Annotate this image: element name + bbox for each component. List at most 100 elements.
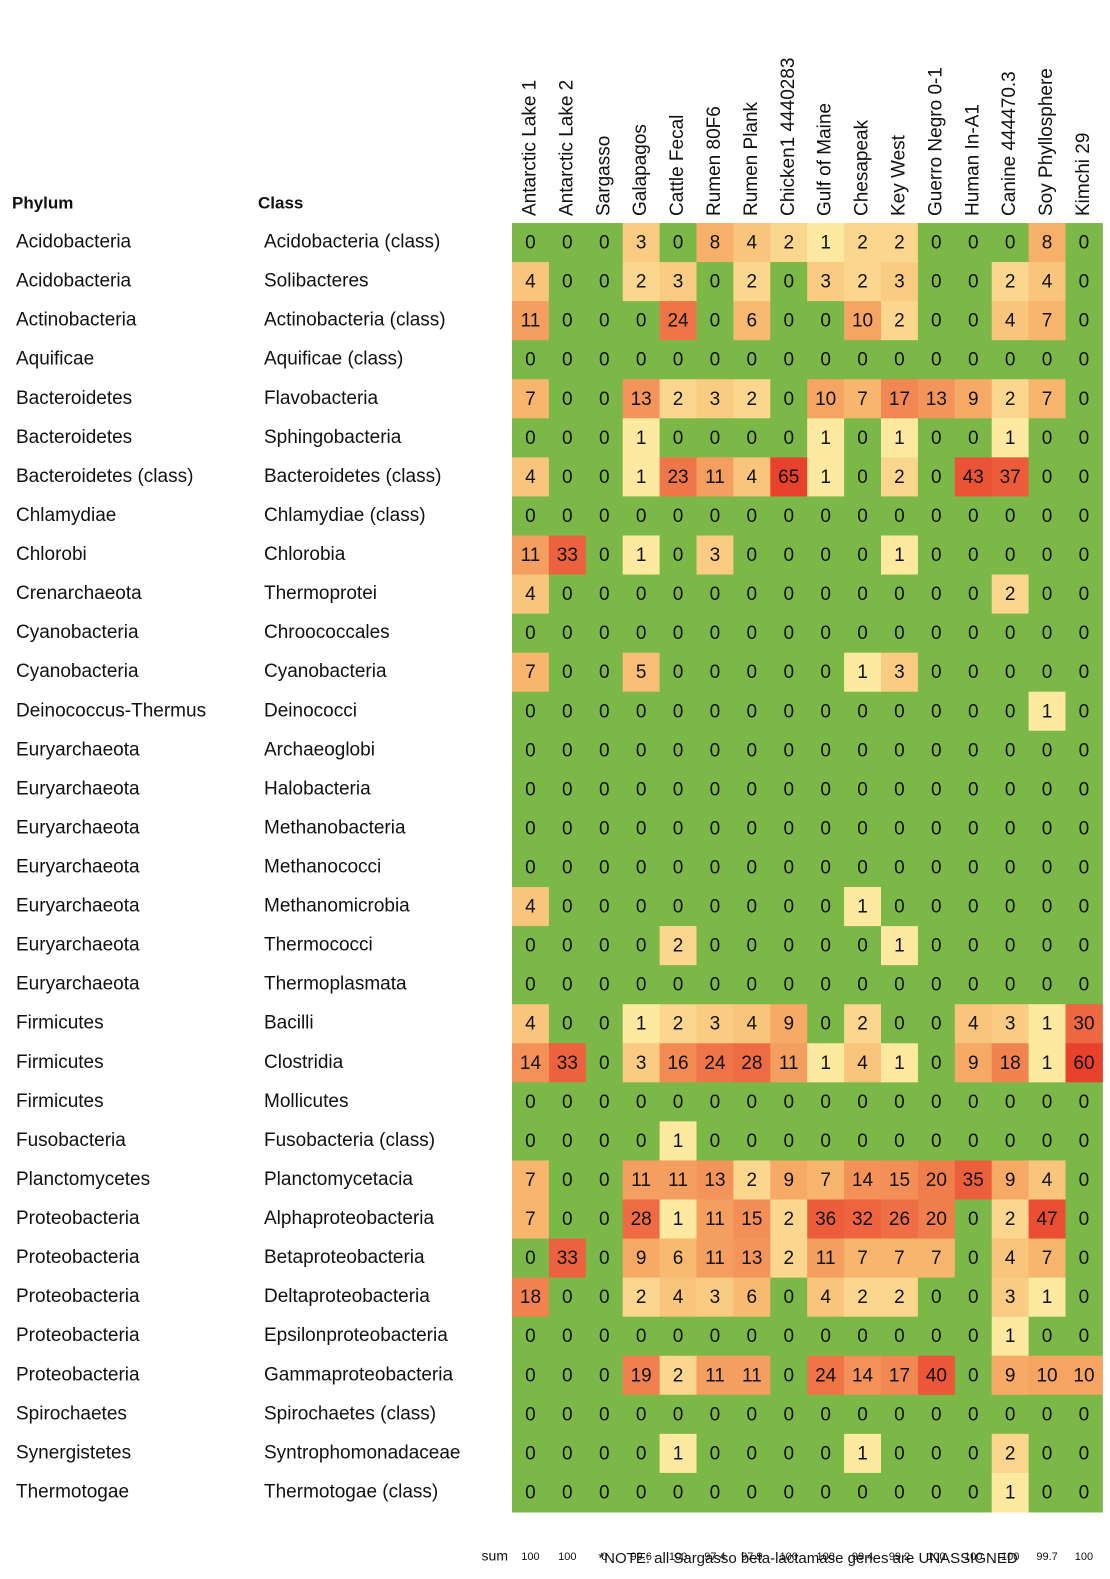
cell-value: 1 xyxy=(820,233,831,254)
cell-value: 0 xyxy=(562,1365,573,1386)
cell xyxy=(1028,1043,1066,1083)
cell-value: 3 xyxy=(894,662,905,683)
cell-value: 2 xyxy=(636,272,647,293)
cell xyxy=(696,1394,734,1435)
cell-value: 0 xyxy=(747,428,758,449)
cell xyxy=(622,652,661,693)
cell xyxy=(1065,301,1103,341)
cell xyxy=(844,1316,882,1357)
cell xyxy=(696,808,734,849)
cell xyxy=(548,1199,587,1240)
cell-value: 0 xyxy=(894,897,905,918)
cell-value: 0 xyxy=(1005,858,1016,879)
cell-value: 0 xyxy=(747,701,758,722)
cell xyxy=(733,613,771,654)
cell-value: 0 xyxy=(710,1404,721,1425)
cell-value: 0 xyxy=(1042,818,1053,839)
cell xyxy=(659,1472,697,1513)
cell-value: 17 xyxy=(889,1365,910,1386)
cell xyxy=(548,1004,587,1044)
cell-value: 0 xyxy=(931,233,942,254)
cell-value: 4 xyxy=(820,1287,831,1308)
cell-value: 3 xyxy=(1005,1014,1016,1035)
cell-value: 0 xyxy=(1079,272,1090,293)
cell xyxy=(844,457,882,497)
cell-value: 0 xyxy=(747,1131,758,1152)
cell-value: 0 xyxy=(636,740,647,761)
cell xyxy=(585,496,624,536)
cell xyxy=(512,418,550,458)
cell xyxy=(548,652,587,693)
cell-value: 3 xyxy=(1005,1287,1016,1308)
cell-value: 2 xyxy=(673,936,684,957)
cell xyxy=(917,535,956,576)
cell-value: 0 xyxy=(525,975,536,996)
cell xyxy=(548,613,587,654)
cell xyxy=(770,1472,808,1513)
cell-value: 1 xyxy=(673,1443,684,1464)
cell xyxy=(585,1043,624,1083)
cell-value: 0 xyxy=(1042,584,1053,605)
cell-value: 0 xyxy=(1079,1170,1090,1191)
cell xyxy=(844,613,882,654)
cell-value: 1 xyxy=(1042,701,1053,722)
cell xyxy=(917,691,956,732)
cell-value: 4 xyxy=(525,272,536,293)
sum-value: 100 xyxy=(780,1551,798,1563)
cell-value: 0 xyxy=(968,779,979,800)
cell-value: 8 xyxy=(1042,233,1053,254)
cell xyxy=(954,574,993,615)
cell xyxy=(696,730,734,771)
cell-value: 4 xyxy=(968,1014,979,1035)
cell xyxy=(807,301,845,341)
cell xyxy=(585,301,624,341)
cell xyxy=(807,847,845,888)
cell xyxy=(807,1004,845,1044)
cell-value: 0 xyxy=(894,818,905,839)
cell xyxy=(770,340,808,380)
cell-value: 0 xyxy=(1042,1443,1053,1464)
cell xyxy=(512,1472,550,1513)
cell xyxy=(622,340,661,380)
cell xyxy=(512,457,550,497)
cell xyxy=(954,926,993,966)
cell xyxy=(659,262,697,302)
cell xyxy=(548,301,587,341)
cell xyxy=(512,965,550,1005)
cell-value: 0 xyxy=(673,1326,684,1347)
cell-value: 0 xyxy=(968,858,979,879)
cell-value: 0 xyxy=(783,975,794,996)
cell xyxy=(622,613,661,654)
cell xyxy=(622,1277,661,1318)
cell xyxy=(917,223,956,263)
cell xyxy=(622,1160,661,1200)
cell xyxy=(844,769,882,810)
cell xyxy=(585,1199,624,1240)
cell-value: 0 xyxy=(747,584,758,605)
cell-value: 0 xyxy=(1042,1404,1053,1425)
class: Acidobacteria (class) xyxy=(264,232,440,253)
cell-value: 0 xyxy=(1005,1131,1016,1152)
cell xyxy=(548,496,587,536)
cell-value: 0 xyxy=(599,701,610,722)
cell xyxy=(659,496,697,536)
cell xyxy=(844,1082,882,1122)
cell-value: 0 xyxy=(1005,350,1016,371)
cell xyxy=(548,1043,587,1083)
cell-value: 0 xyxy=(525,1482,536,1503)
cell-value: 7 xyxy=(1042,1248,1053,1269)
cell-value: 0 xyxy=(783,1092,794,1113)
cell-value: 0 xyxy=(857,936,868,957)
cell-value: 0 xyxy=(636,936,647,957)
cell xyxy=(844,1433,882,1474)
cell xyxy=(954,1433,993,1474)
cell-value: 0 xyxy=(783,779,794,800)
cell-value: 0 xyxy=(599,506,610,527)
cell-value: 4 xyxy=(525,1014,536,1035)
cell-value: 0 xyxy=(599,1209,610,1230)
cell xyxy=(659,965,697,1005)
class: Bacilli xyxy=(264,1013,314,1034)
cell-value: 0 xyxy=(1079,389,1090,410)
cell-value: 2 xyxy=(1005,1209,1016,1230)
cell-value: 0 xyxy=(562,1443,573,1464)
